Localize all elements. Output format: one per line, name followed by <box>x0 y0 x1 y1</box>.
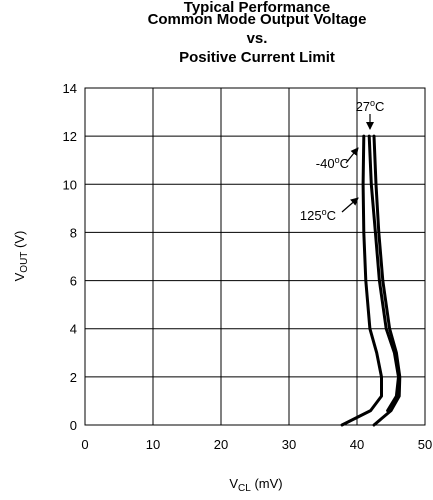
x-axis-label-sub: CL <box>238 483 251 494</box>
chart-title-partial: Typical Performance <box>184 0 330 16</box>
series-line-27c <box>372 134 402 427</box>
annotation-label-125c: 125oC <box>300 207 336 223</box>
annotation--40c: -40oC <box>316 147 359 171</box>
annotation-label-27c: 27oC <box>356 98 385 114</box>
annotation-arrow--40c <box>345 147 359 164</box>
y-tick-label: 0 <box>70 418 77 433</box>
y-tick-label: 10 <box>63 177 77 192</box>
x-tick-label: 40 <box>350 437 364 452</box>
annotation-27c: 27oC <box>356 98 385 130</box>
x-axis-label: VCL (mV) <box>229 476 282 494</box>
y-axis-label-sub: OUT <box>19 252 30 273</box>
y-tick-label: 4 <box>70 322 77 337</box>
x-axis-label-unit: (mV) <box>251 476 283 491</box>
y-tick-label: 2 <box>70 370 77 385</box>
x-axis-label-main: V <box>229 476 238 491</box>
y-tick-label: 12 <box>63 129 77 144</box>
x-tick-label: 10 <box>146 437 160 452</box>
plot-frame <box>84 87 426 426</box>
annotation-125c: 125oC <box>300 197 359 223</box>
y-axis-label: VOUT (V) <box>12 231 30 282</box>
y-tick-label: 14 <box>63 81 77 96</box>
y-axis-label-main: V <box>12 272 27 281</box>
x-tick-label: 0 <box>81 437 88 452</box>
annotation-layer: 27oC -40oC 125oC <box>300 98 385 223</box>
y-axis-label-unit: (V) <box>12 231 27 252</box>
y-tick-label: 8 <box>70 225 77 240</box>
x-tick-label: 30 <box>282 437 296 452</box>
chart-title-line-2: vs. <box>247 30 268 47</box>
x-tick-label: 20 <box>214 437 228 452</box>
tick-layer: 0 10 20 30 40 50 0 2 4 6 8 10 12 14 <box>63 81 433 452</box>
series-line--40c <box>367 134 400 413</box>
y-tick-label: 6 <box>70 274 77 289</box>
series-line-125c <box>340 134 383 427</box>
annotation-arrow-125c <box>341 197 359 213</box>
series-layer <box>340 134 402 427</box>
chart-title-line-3: Positive Current Limit <box>179 49 335 66</box>
annotation-label--40c: -40oC <box>316 155 349 171</box>
chart-title-line-1: Common Mode Output Voltage <box>148 11 367 28</box>
x-tick-label: 50 <box>418 437 432 452</box>
